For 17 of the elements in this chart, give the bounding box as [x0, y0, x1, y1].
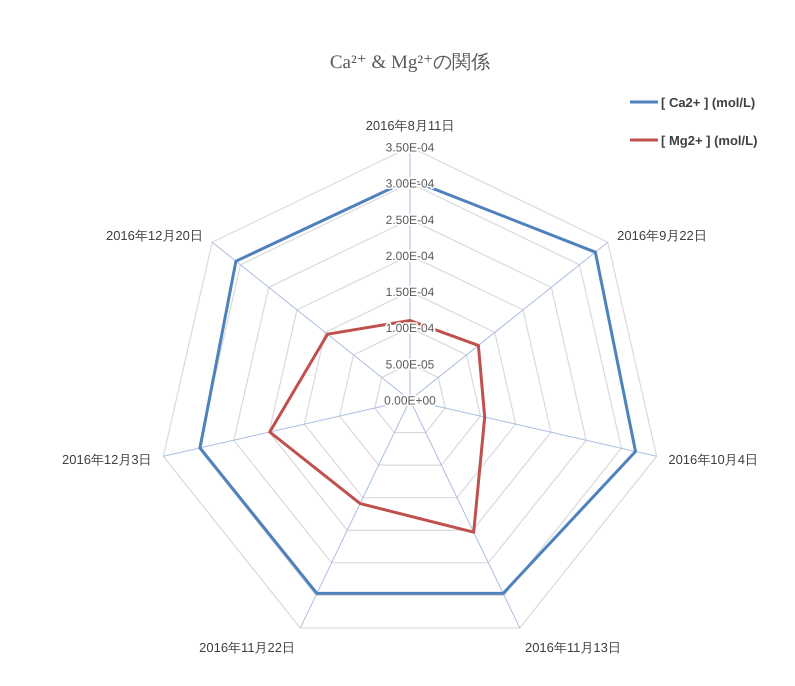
ytick: 2.00E-04 — [386, 248, 434, 263]
category: 2016年9月22日 — [617, 228, 707, 243]
legend-label: [ Ca2+ ] (mol/L) — [661, 95, 756, 110]
legend-label: [ Mg2+ ] (mol/L) — [661, 133, 758, 148]
category: 2016年11月22日 — [199, 640, 296, 655]
ytick: 1.50E-04 — [386, 285, 434, 300]
ytick: 2.50E-04 — [386, 212, 434, 227]
category: 2016年8月11日 — [366, 118, 454, 133]
category: 2016年12月3日 — [62, 452, 152, 467]
category: 2016年12月20日 — [106, 228, 203, 243]
ytick: 0.00E+00 — [384, 394, 436, 408]
category: 2016年11月13日 — [524, 640, 621, 655]
ytick: 3.50E-04 — [386, 140, 434, 154]
ytick: 1.00E-04 — [386, 321, 434, 336]
category: 2016年10月4日 — [668, 452, 758, 467]
ytick: 5.00E-05 — [386, 357, 434, 372]
title: Ca²⁺ & Mg²⁺の関係 — [330, 52, 490, 73]
